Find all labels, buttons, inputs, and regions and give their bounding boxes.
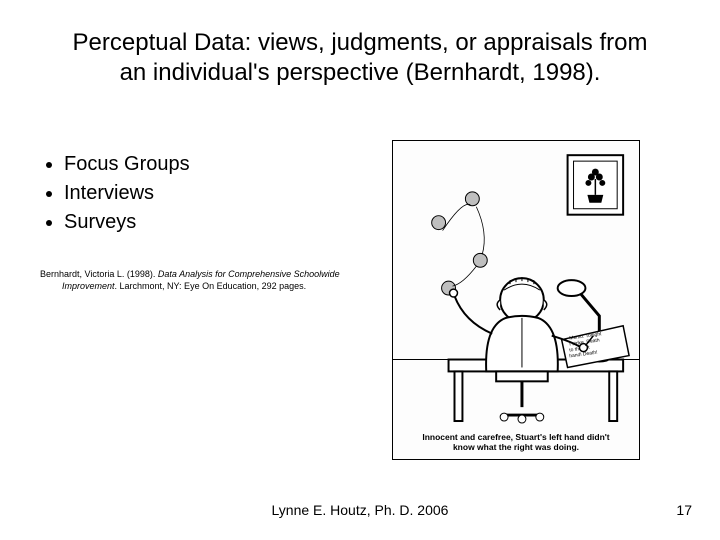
cartoon-caption: Innocent and carefree, Stuart's left han… <box>393 433 639 453</box>
page-number: 17 <box>676 502 692 518</box>
footer-author: Lynne E. Houtz, Ph. D. 2006 <box>0 502 720 518</box>
cartoon-panel: Memo: Tonight I strike. Death to the lef… <box>392 140 640 460</box>
citation-text: Bernhardt, Victoria L. (1998). Data Anal… <box>40 268 370 292</box>
bullet-item: Interviews <box>64 179 340 208</box>
citation-author: Bernhardt, Victoria L. (1998). <box>40 269 158 279</box>
caption-line2: know what the right was doing. <box>453 442 579 452</box>
caption-line1: Innocent and carefree, Stuart's left han… <box>422 432 609 442</box>
slide: Perceptual Data: views, judgments, or ap… <box>0 0 720 540</box>
bullet-item: Surveys <box>64 208 340 237</box>
bullet-item: Focus Groups <box>64 150 340 179</box>
citation-rest: . Larchmont, NY: Eye On Education, 292 p… <box>115 281 307 291</box>
bullet-list: Focus Groups Interviews Surveys <box>40 150 340 237</box>
slide-title: Perceptual Data: views, judgments, or ap… <box>60 28 660 88</box>
